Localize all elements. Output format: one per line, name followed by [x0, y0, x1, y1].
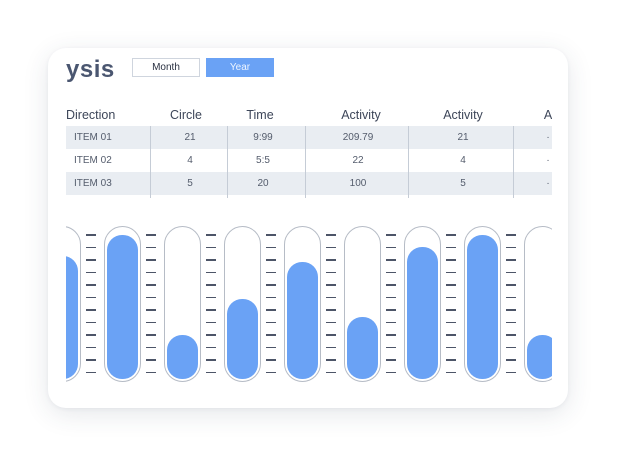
level-meter-fill	[287, 262, 318, 379]
level-meter	[104, 226, 141, 382]
table-row: ITEM 01 21 9:99 209.79 21 ·	[66, 126, 552, 149]
table-cell: 4	[187, 155, 193, 166]
card-content: ysis Month Year Direction Circle Time Ac…	[66, 48, 552, 408]
table-cell: 21	[184, 132, 196, 143]
column-header-activity-2: Activity	[443, 108, 483, 122]
level-meter-fill	[167, 335, 198, 379]
table-cell: ITEM 03	[74, 178, 112, 189]
level-meter	[164, 226, 201, 382]
level-meter-fill	[527, 335, 552, 379]
level-meter	[66, 226, 81, 382]
table-cell: ·	[546, 178, 550, 189]
column-header-circle: Circle	[170, 108, 202, 122]
scale-ticks	[446, 234, 456, 382]
table-cell: 5	[460, 178, 466, 189]
scale-ticks	[386, 234, 396, 382]
table-cell: 22	[352, 155, 364, 166]
year-toggle-button[interactable]: Year	[206, 58, 274, 77]
table-cell: ·	[546, 132, 550, 143]
level-meter-fill	[407, 247, 438, 379]
level-meter	[524, 226, 552, 382]
column-header-time: Time	[246, 108, 274, 122]
table-cell: 209.79	[342, 132, 374, 143]
table-row: ITEM 03 5 20 100 5 ·	[66, 172, 552, 195]
level-meter-fill	[347, 317, 378, 379]
page-title: ysis	[66, 56, 115, 83]
column-header-direction: Direction	[66, 108, 116, 122]
level-meter-fill	[227, 299, 258, 379]
table-cell: ITEM 01	[74, 132, 112, 143]
table-cell: ·	[546, 155, 550, 166]
scale-ticks	[266, 234, 276, 382]
level-meter	[344, 226, 381, 382]
column-header-activity: Activity	[341, 108, 381, 122]
table-row: ITEM 02 4 5:5 22 4 ·	[66, 149, 552, 172]
column-divider	[408, 126, 409, 198]
table-cell: 4	[460, 155, 466, 166]
level-meter-fill	[107, 235, 138, 379]
column-divider	[227, 126, 228, 198]
month-toggle-button[interactable]: Month	[132, 58, 200, 77]
level-meter	[224, 226, 261, 382]
scale-ticks	[326, 234, 336, 382]
analysis-card: ysis Month Year Direction Circle Time Ac…	[48, 48, 568, 408]
table-cell: 100	[349, 178, 367, 189]
scale-ticks	[146, 234, 156, 382]
column-divider	[513, 126, 514, 198]
table-cell: 5	[187, 178, 193, 189]
column-divider	[150, 126, 151, 198]
column-header-partial: A	[543, 108, 552, 122]
scale-ticks	[206, 234, 216, 382]
table-cell: ITEM 02	[74, 155, 112, 166]
scale-ticks	[506, 234, 516, 382]
table-cell: 9:99	[253, 132, 273, 143]
level-meter	[404, 226, 441, 382]
table-cell: 20	[257, 178, 269, 189]
level-meter	[284, 226, 321, 382]
level-meter-fill	[66, 256, 78, 379]
level-meter	[464, 226, 501, 382]
level-meter-fill	[467, 235, 498, 379]
column-divider	[305, 126, 306, 198]
scale-ticks	[86, 234, 96, 382]
table-cell: 5:5	[256, 155, 270, 166]
table-cell: 21	[457, 132, 469, 143]
